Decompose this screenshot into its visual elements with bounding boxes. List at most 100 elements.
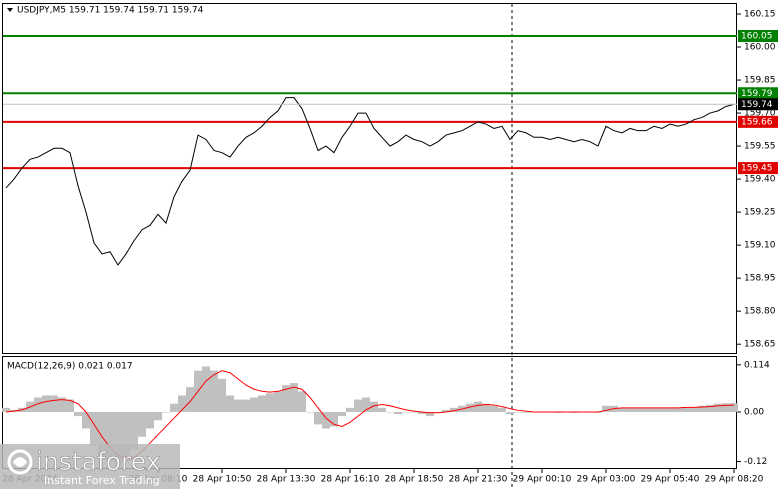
x-tick-label: 29 Apr 08:20 bbox=[705, 475, 764, 485]
macd-bar bbox=[714, 403, 722, 412]
level-price-label: 160.05 bbox=[741, 32, 773, 42]
macd-bar bbox=[242, 399, 250, 412]
macd-bar bbox=[266, 393, 274, 412]
macd-bar bbox=[490, 405, 498, 412]
y-tick-label: 160.00 bbox=[744, 43, 776, 53]
y-tick-label: 0.114 bbox=[744, 360, 770, 370]
y-tick-label: 159.10 bbox=[744, 241, 776, 251]
y-tick-label: 158.95 bbox=[744, 274, 776, 284]
y-tick-label: 158.80 bbox=[744, 307, 776, 317]
macd-bar bbox=[338, 411, 346, 417]
price-layer: 160.15160.00159.85159.70159.55159.40159.… bbox=[3, 10, 778, 350]
x-tick-label: 28 Apr 21:30 bbox=[449, 475, 508, 485]
macd-panel-frame bbox=[2, 356, 737, 469]
macd-bar bbox=[202, 366, 210, 412]
level-price-label: 159.45 bbox=[741, 164, 773, 174]
macd-bar bbox=[130, 411, 138, 450]
level-price-box bbox=[738, 30, 778, 43]
macd-bar bbox=[90, 411, 98, 446]
macd-bar bbox=[514, 411, 522, 413]
macd-bar bbox=[282, 385, 290, 412]
macd-bar bbox=[410, 411, 418, 413]
last-price-label: 159.74 bbox=[741, 100, 773, 110]
macd-bar bbox=[290, 383, 298, 412]
macd-bar bbox=[682, 407, 690, 412]
y-tick-label: 159.85 bbox=[744, 76, 776, 86]
macd-bar bbox=[418, 411, 426, 415]
x-tick-label: 29 Apr 00:10 bbox=[513, 475, 572, 485]
macd-bar bbox=[178, 395, 186, 412]
price-panel-frame bbox=[2, 3, 737, 354]
macd-bar bbox=[50, 395, 58, 412]
macd-bar bbox=[434, 411, 442, 413]
level-price-label: 159.79 bbox=[741, 89, 773, 99]
watermark-tagline: Instant Forex Trading bbox=[44, 474, 160, 487]
macd-bar bbox=[474, 401, 482, 412]
macd-bar bbox=[250, 397, 258, 412]
y-tick-label: 159.70 bbox=[744, 109, 776, 119]
macd-bar bbox=[34, 397, 42, 412]
macd-bar bbox=[42, 395, 50, 412]
macd-bar bbox=[218, 378, 226, 412]
macd-bar bbox=[642, 407, 650, 412]
macd-bar bbox=[170, 403, 178, 412]
macd-bar bbox=[442, 409, 450, 412]
x-tick-label: 28 Apr 16:10 bbox=[321, 475, 380, 485]
level-price-box bbox=[738, 115, 778, 128]
macd-bar bbox=[394, 411, 402, 415]
macd-bar bbox=[722, 403, 730, 412]
macd-bar bbox=[322, 411, 330, 429]
macd-bar bbox=[402, 411, 410, 413]
macd-bar bbox=[258, 395, 266, 412]
macd-bar bbox=[498, 407, 506, 412]
macd-bar bbox=[306, 411, 314, 413]
macd-bar bbox=[82, 411, 90, 429]
macd-bar bbox=[122, 411, 130, 462]
macd-bar bbox=[698, 405, 706, 412]
macd-bar bbox=[138, 411, 146, 437]
macd-bar bbox=[626, 407, 634, 412]
macd-bar bbox=[330, 411, 338, 427]
macd-bar bbox=[226, 395, 234, 412]
macd-bar bbox=[370, 401, 378, 412]
y-tick-label: 159.55 bbox=[744, 142, 776, 152]
macd-bar bbox=[354, 399, 362, 412]
macd-bar bbox=[658, 407, 666, 412]
macd-bar bbox=[146, 411, 154, 429]
price-line bbox=[5, 97, 735, 266]
macd-bar bbox=[618, 407, 626, 412]
macd-bar bbox=[706, 404, 714, 412]
macd-bar bbox=[674, 407, 682, 412]
macd-bar bbox=[666, 407, 674, 412]
macd-bar bbox=[162, 411, 170, 413]
macd-bar bbox=[274, 391, 282, 412]
macd-bar bbox=[66, 399, 74, 412]
y-tick-label: 159.25 bbox=[744, 208, 776, 218]
y-tick-label: 159.40 bbox=[744, 175, 776, 185]
watermark-logo bbox=[7, 449, 33, 475]
y-tick-label: 158.65 bbox=[744, 340, 776, 350]
macd-bar bbox=[106, 411, 114, 462]
level-price-label: 159.66 bbox=[741, 117, 773, 127]
macd-bar bbox=[506, 411, 514, 415]
level-price-box bbox=[738, 162, 778, 175]
macd-bar bbox=[634, 407, 642, 412]
macd-title: MACD(12,26,9) 0.021 0.017 bbox=[7, 362, 133, 372]
macd-bar bbox=[362, 397, 370, 412]
macd-bar bbox=[210, 370, 218, 412]
macd-bar bbox=[58, 397, 66, 412]
chart-title: USDJPY,M5 159.71 159.74 159.71 159.74 bbox=[17, 6, 204, 16]
macd-bar bbox=[730, 403, 738, 412]
x-tick-label: 29 Apr 03:00 bbox=[577, 475, 636, 485]
macd-bar bbox=[234, 399, 242, 412]
x-tick-label: 28 Apr 10:50 bbox=[193, 475, 252, 485]
last-price-box bbox=[738, 98, 778, 111]
macd-bar bbox=[426, 411, 434, 417]
x-tick-label: 28 Apr 18:50 bbox=[385, 475, 444, 485]
macd-bar bbox=[74, 411, 82, 417]
x-tick-label: 28 Apr 13:30 bbox=[257, 475, 316, 485]
macd-bar bbox=[2, 407, 10, 412]
macd-bar bbox=[650, 407, 658, 412]
y-tick-label: 160.15 bbox=[744, 10, 776, 20]
